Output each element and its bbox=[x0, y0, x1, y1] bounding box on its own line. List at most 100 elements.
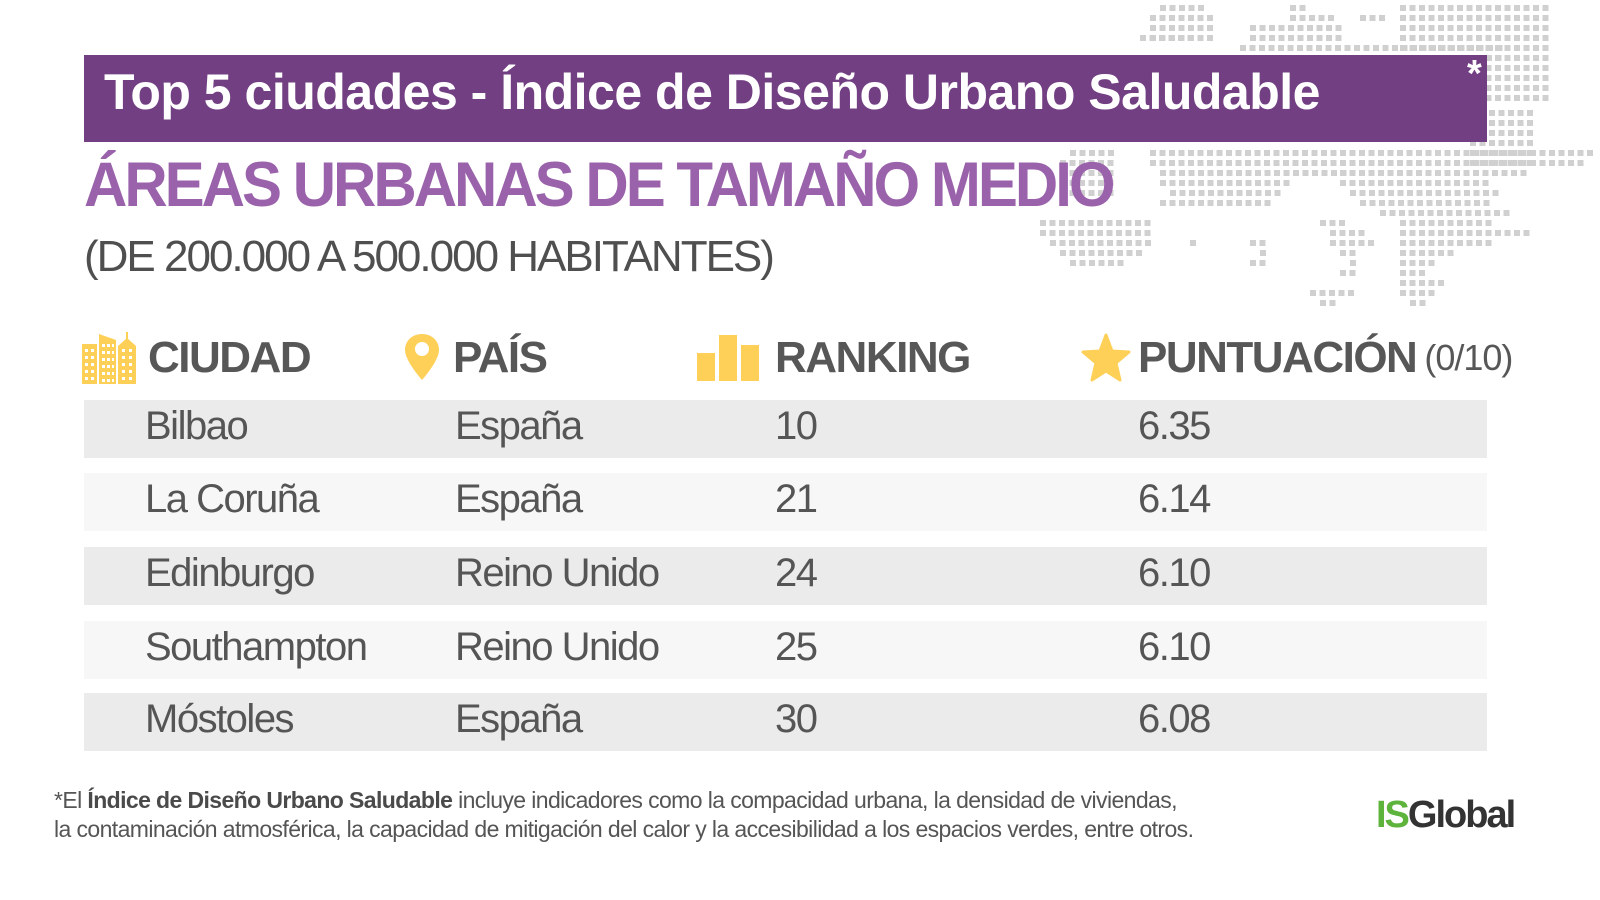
map-dot bbox=[1159, 150, 1166, 156]
map-dot bbox=[1283, 160, 1289, 166]
map-dot bbox=[1419, 260, 1425, 266]
map-dot bbox=[1504, 55, 1511, 61]
map-dot bbox=[1458, 45, 1465, 51]
map-dot bbox=[1159, 15, 1166, 21]
map-dot bbox=[1485, 240, 1492, 246]
map-dot bbox=[1160, 180, 1166, 186]
map-dot bbox=[1249, 45, 1256, 51]
map-dot bbox=[1530, 150, 1536, 156]
cell-country: España bbox=[455, 697, 583, 741]
map-dot bbox=[1501, 170, 1508, 176]
map-dot bbox=[1135, 220, 1141, 226]
cell-ranking: 10 bbox=[775, 404, 818, 448]
map-dot bbox=[1349, 170, 1356, 176]
map-dot bbox=[1523, 65, 1530, 71]
footnote-term: Índice de Diseño Urbano Saludable bbox=[87, 787, 453, 813]
map-dot bbox=[1387, 160, 1394, 166]
map-dot bbox=[1340, 160, 1346, 166]
map-dot bbox=[1514, 75, 1520, 81]
map-dot bbox=[1454, 150, 1460, 156]
map-dot bbox=[1059, 230, 1065, 236]
map-dot bbox=[1087, 230, 1094, 236]
map-dot bbox=[1169, 5, 1176, 11]
map-dot bbox=[1326, 35, 1332, 41]
map-dot bbox=[1150, 25, 1156, 31]
map-dot bbox=[1359, 180, 1365, 186]
map-dot bbox=[1179, 200, 1185, 206]
map-dot bbox=[1476, 15, 1482, 21]
map-dot bbox=[1533, 95, 1539, 101]
map-dot bbox=[1135, 230, 1141, 236]
map-dot bbox=[1504, 45, 1511, 51]
map-dot bbox=[1419, 290, 1425, 296]
column-label-ranking: RANKING bbox=[775, 332, 971, 382]
map-dot bbox=[1320, 300, 1326, 306]
map-dot bbox=[1287, 45, 1294, 51]
map-dot bbox=[1533, 45, 1539, 51]
map-dot bbox=[1416, 180, 1422, 186]
map-dot bbox=[1278, 45, 1284, 51]
map-dot bbox=[1501, 150, 1508, 156]
map-dot bbox=[1400, 5, 1406, 11]
page-subtitle: ÁREAS URBANAS DE TAMAÑO MEDIO bbox=[84, 149, 1116, 220]
map-dot bbox=[1060, 250, 1066, 256]
map-dot bbox=[1340, 150, 1346, 156]
map-dot bbox=[1106, 220, 1113, 226]
map-dot bbox=[1483, 200, 1490, 206]
map-dot bbox=[1255, 190, 1262, 196]
map-dot bbox=[1288, 35, 1294, 41]
map-dot bbox=[1514, 85, 1520, 91]
map-dot bbox=[1410, 300, 1416, 306]
map-dot bbox=[1170, 190, 1176, 196]
map-dot bbox=[1517, 130, 1524, 136]
map-dot bbox=[1406, 170, 1413, 176]
map-dot bbox=[1523, 35, 1530, 41]
map-dot bbox=[1514, 65, 1520, 71]
map-dot bbox=[1473, 170, 1479, 176]
map-dot bbox=[1435, 160, 1441, 166]
map-dot bbox=[1316, 45, 1322, 51]
map-dot bbox=[1310, 290, 1316, 296]
map-dot bbox=[1116, 240, 1123, 246]
map-dot bbox=[1438, 25, 1444, 31]
map-dot bbox=[1059, 240, 1066, 246]
map-dot bbox=[1198, 5, 1204, 11]
map-dot bbox=[1207, 25, 1213, 31]
map-dot bbox=[1457, 15, 1463, 21]
map-dot bbox=[1457, 5, 1463, 11]
map-dot bbox=[1354, 45, 1360, 51]
map-dot bbox=[1438, 35, 1444, 41]
map-dot bbox=[1250, 25, 1256, 31]
map-dot bbox=[1250, 260, 1256, 266]
map-dot bbox=[1409, 15, 1416, 21]
map-dot bbox=[1217, 190, 1224, 196]
map-dot bbox=[1278, 25, 1285, 31]
map-dot bbox=[1255, 200, 1261, 206]
map-dot bbox=[1078, 220, 1084, 226]
map-dot bbox=[1079, 260, 1086, 266]
map-dot bbox=[1079, 170, 1085, 176]
map-dot bbox=[1274, 170, 1280, 176]
map-dot bbox=[1389, 210, 1396, 216]
map-dot bbox=[1189, 190, 1195, 196]
map-dot bbox=[1098, 170, 1104, 176]
map-dot bbox=[1439, 45, 1446, 51]
map-dot bbox=[1409, 25, 1416, 31]
map-dot bbox=[1457, 35, 1463, 41]
map-dot bbox=[1198, 180, 1204, 186]
map-dot bbox=[1321, 160, 1327, 166]
map-dot bbox=[1359, 160, 1365, 166]
map-dot bbox=[1465, 210, 1472, 216]
map-dot bbox=[1235, 150, 1242, 156]
column-label-score: PUNTUACIÓN bbox=[1138, 332, 1418, 382]
title-bar: Top 5 ciudades - Índice de Diseño Urbano… bbox=[84, 53, 1487, 142]
map-dot bbox=[1437, 210, 1443, 216]
map-dot bbox=[1325, 45, 1332, 51]
map-dot bbox=[1380, 210, 1386, 216]
map-dot bbox=[1302, 150, 1308, 156]
map-dot bbox=[1226, 200, 1233, 206]
cell-ranking: 30 bbox=[775, 697, 818, 741]
map-dot bbox=[1447, 230, 1454, 236]
map-dot bbox=[1236, 200, 1242, 206]
column-header-country: PAÍS bbox=[405, 330, 548, 385]
